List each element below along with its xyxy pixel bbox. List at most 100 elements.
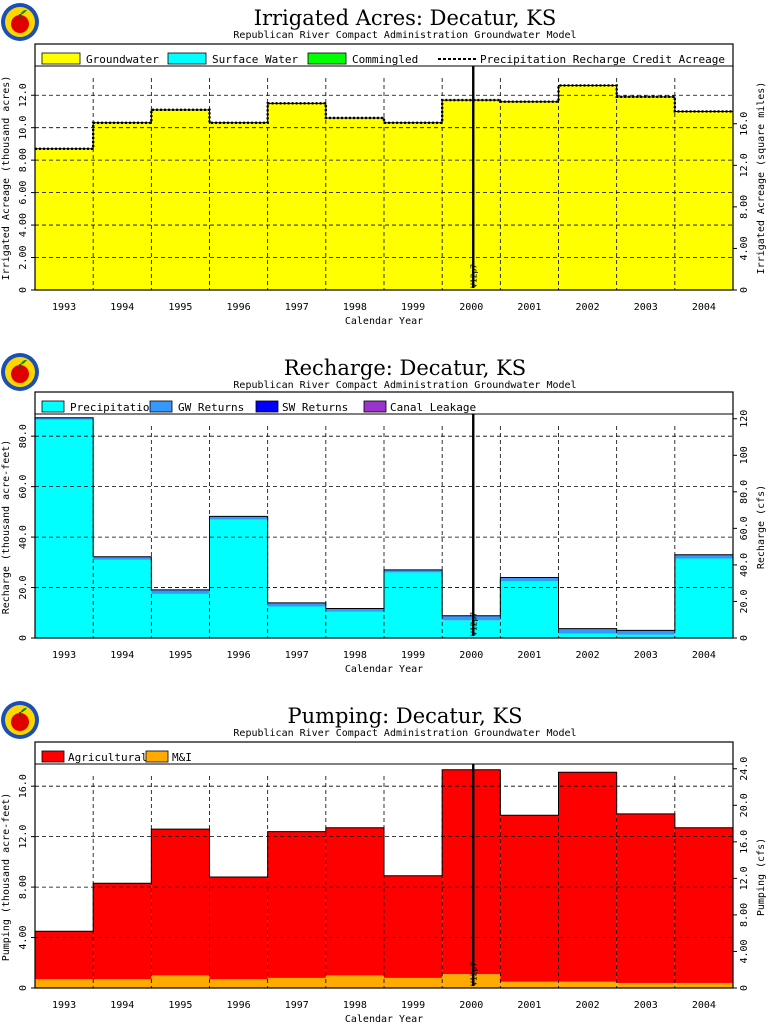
y2-tick-label: 120	[739, 410, 750, 428]
bar-groundwater-1998	[325, 117, 384, 290]
bar-gw-returns-1995	[151, 589, 210, 594]
grid	[35, 426, 733, 638]
bar-m-i-2003	[616, 982, 675, 988]
y-tick-label: 4.00	[18, 213, 29, 237]
legend-label: GW Returns	[178, 401, 244, 414]
apple-logo-icon	[1, 701, 39, 739]
bar-gw-returns-2004	[674, 554, 733, 559]
bar-agricultural-1999	[384, 875, 443, 978]
x-tick-label: 1995	[168, 1000, 192, 1011]
legend-swatch	[167, 52, 207, 65]
bar-m-i-1994	[93, 979, 152, 988]
bar-m-i-1999	[384, 977, 443, 988]
y2-tick-label: 80.0	[739, 480, 750, 504]
bar-groundwater-1999	[384, 122, 443, 291]
legend-label: Precipitation Recharge Credit Acreage	[480, 53, 725, 66]
y2-tick-label: 16.0	[739, 112, 750, 136]
bar-agricultural-1995	[151, 829, 210, 976]
x-tick-label: 2003	[634, 1000, 658, 1011]
y-tick-label: 60.0	[18, 475, 29, 499]
x-tick-label: 2002	[576, 650, 600, 661]
x-tick-label: 1997	[285, 302, 309, 313]
bar-precipitation-2002	[558, 633, 617, 638]
x-tick-label: 1993	[52, 1000, 76, 1011]
bar-gw-returns-2003	[616, 630, 675, 635]
x-tick-label: 1998	[343, 1000, 367, 1011]
bar-gw-returns-1998	[325, 608, 384, 612]
bar-m-i-1996	[209, 979, 268, 988]
legend-label: Surface Water	[212, 53, 298, 66]
x-tick-label: 1998	[343, 302, 367, 313]
bar-precipitation-1997	[267, 606, 326, 638]
chart-title: Pumping: Decatur, KS	[287, 704, 522, 728]
x-tick-label: 2000	[459, 650, 483, 661]
x-tick-label: 1995	[168, 650, 192, 661]
bar-agricultural-2001	[500, 815, 559, 982]
bar-groundwater-2004	[674, 111, 733, 290]
legend: Agricultural M&I	[41, 750, 192, 764]
grid	[35, 78, 733, 290]
bar-agricultural-1993	[35, 931, 94, 980]
y2-tick-label: 20.0	[739, 793, 750, 817]
y-tick-label: 0	[18, 985, 29, 991]
bar-gw-returns-2001	[500, 577, 559, 582]
x-tick-label: 2001	[517, 302, 541, 313]
legend-swatch	[41, 52, 81, 65]
bar-agricultural-1996	[209, 877, 268, 980]
bar-groundwater-1996	[209, 122, 268, 291]
legend-swatch	[307, 52, 347, 65]
bar-agricultural-2004	[674, 827, 733, 983]
bar-agricultural-2000	[442, 769, 501, 975]
bar-precipitation-2004	[674, 558, 733, 638]
chart-title: Irrigated Acres: Decatur, KS	[254, 6, 557, 30]
bar-groundwater-1995	[151, 109, 210, 291]
y-tick-label: 4.00	[18, 925, 29, 949]
y2-axis-title: Recharge (cfs)	[756, 485, 767, 569]
y2-tick-label: 40.0	[739, 553, 750, 577]
chart-subtitle: Republican River Compact Administration …	[233, 30, 576, 41]
bar-groundwater-1997	[267, 103, 326, 290]
apple-logo-icon	[1, 3, 39, 41]
version-marker-label: V12p7	[469, 962, 478, 986]
y2-axis-title: Irrigated Acreage (square miles)	[756, 82, 767, 275]
x-tick-label: 1996	[227, 302, 251, 313]
bar-m-i-2004	[674, 982, 733, 988]
x-tick-label: 2002	[576, 1000, 600, 1011]
y-tick-label: 16.0	[18, 774, 29, 798]
grid	[35, 776, 733, 988]
y-axis-title: Pumping (thousand acre-feet)	[1, 793, 12, 962]
plot-frame	[34, 741, 734, 989]
x-axis-title: Calendar Year	[345, 1014, 423, 1024]
bar-m-i-1995	[151, 975, 210, 988]
x-tick-label: 2000	[459, 302, 483, 313]
y2-tick-label: 4.00	[739, 939, 750, 963]
legend-swatch	[41, 400, 65, 413]
x-tick-label: 1996	[227, 1000, 251, 1011]
legend-label: Agricultural	[68, 751, 147, 764]
x-tick-label: 1994	[110, 1000, 134, 1011]
bar-gw-returns-2002	[558, 628, 617, 634]
bar-groundwater-1994	[93, 122, 152, 291]
plot-frame	[34, 391, 734, 639]
x-tick-label: 2001	[517, 650, 541, 661]
bar-precipitation-2003	[616, 634, 675, 638]
bar-precipitation-1998	[325, 611, 384, 638]
y-tick-label: 8.00	[18, 875, 29, 899]
legend-swatch	[255, 400, 279, 413]
version-marker-label: V12p7	[469, 612, 478, 636]
legend-label: SW Returns	[282, 401, 348, 414]
y2-tick-label: 12.0	[739, 153, 750, 177]
y-tick-label: 10.0	[18, 116, 29, 140]
legend: Precipitation GW Returns SW Returns Canal L…	[41, 400, 476, 414]
y-tick-label: 12.0	[18, 83, 29, 107]
x-tick-label: 2000	[459, 1000, 483, 1011]
bar-precipitation-2001	[500, 581, 559, 638]
x-tick-label: 2003	[634, 302, 658, 313]
bar-groundwater-2002	[558, 85, 617, 290]
y2-tick-label: 4.00	[739, 236, 750, 260]
chart-title: Recharge: Decatur, KS	[284, 356, 526, 380]
bar-gw-returns-1999	[384, 569, 443, 573]
